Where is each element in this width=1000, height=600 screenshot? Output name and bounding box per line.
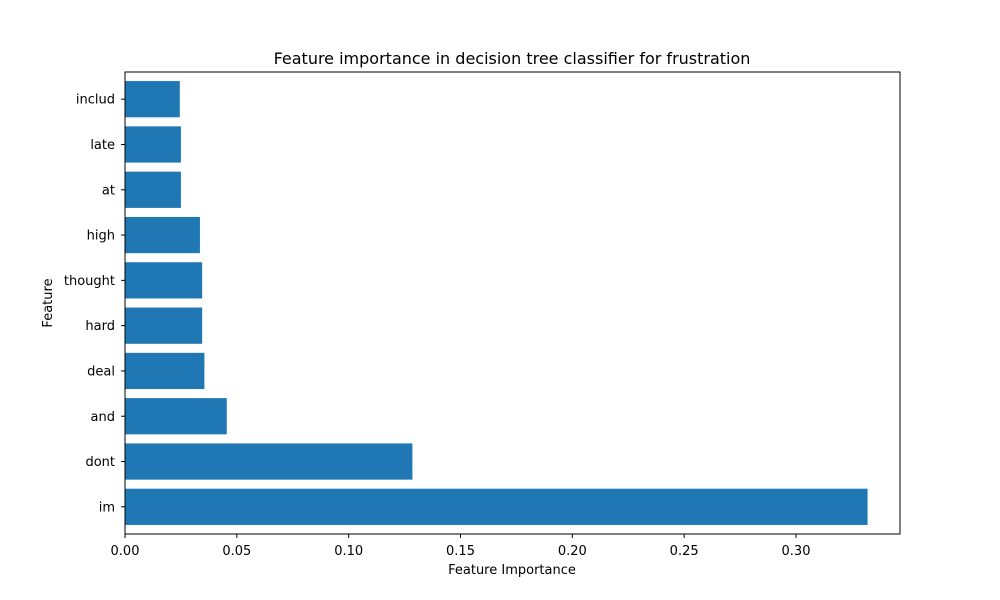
x-axis: 0.00 0.05 0.10 0.15 0.20 0.25 0.30 <box>111 534 811 559</box>
x-tick-label: 0.25 <box>670 544 699 559</box>
y-tick-label: and <box>91 410 115 425</box>
y-tick-label: includ <box>76 93 115 108</box>
bars-group <box>125 81 868 525</box>
y-tick-label: high <box>87 229 115 244</box>
bar-late <box>125 126 181 163</box>
x-tick-label: 0.00 <box>111 544 140 559</box>
axes-frame <box>124 71 901 535</box>
bar-deal <box>125 352 205 390</box>
x-tick-label: 0.15 <box>446 544 475 559</box>
chart-title: Feature importance in decision tree clas… <box>274 49 751 68</box>
bar-and <box>125 398 227 435</box>
bar-dont <box>125 443 413 480</box>
bar-includ <box>125 81 180 118</box>
y-tick-label: im <box>99 500 115 515</box>
y-tick-label: thought <box>64 274 115 289</box>
y-axis-title: Feature <box>41 278 56 327</box>
bar-at <box>125 171 181 208</box>
x-axis-title: Feature Importance <box>448 563 576 578</box>
x-tick-label: 0.10 <box>334 544 363 559</box>
y-tick-label: dont <box>85 455 115 470</box>
x-tick-label: 0.20 <box>558 544 587 559</box>
bar-im <box>125 488 868 525</box>
bar-high <box>125 216 200 254</box>
y-tick-label: at <box>102 183 115 198</box>
y-axis: im dont and deal hard thought high at late includ <box>64 93 125 515</box>
x-tick-label: 0.30 <box>782 544 811 559</box>
bar-hard <box>125 307 203 344</box>
y-tick-label: deal <box>87 364 115 379</box>
y-tick-label: hard <box>85 319 115 334</box>
bar-thought <box>125 262 203 299</box>
y-tick-label: late <box>90 138 115 153</box>
x-tick-label: 0.05 <box>222 544 251 559</box>
